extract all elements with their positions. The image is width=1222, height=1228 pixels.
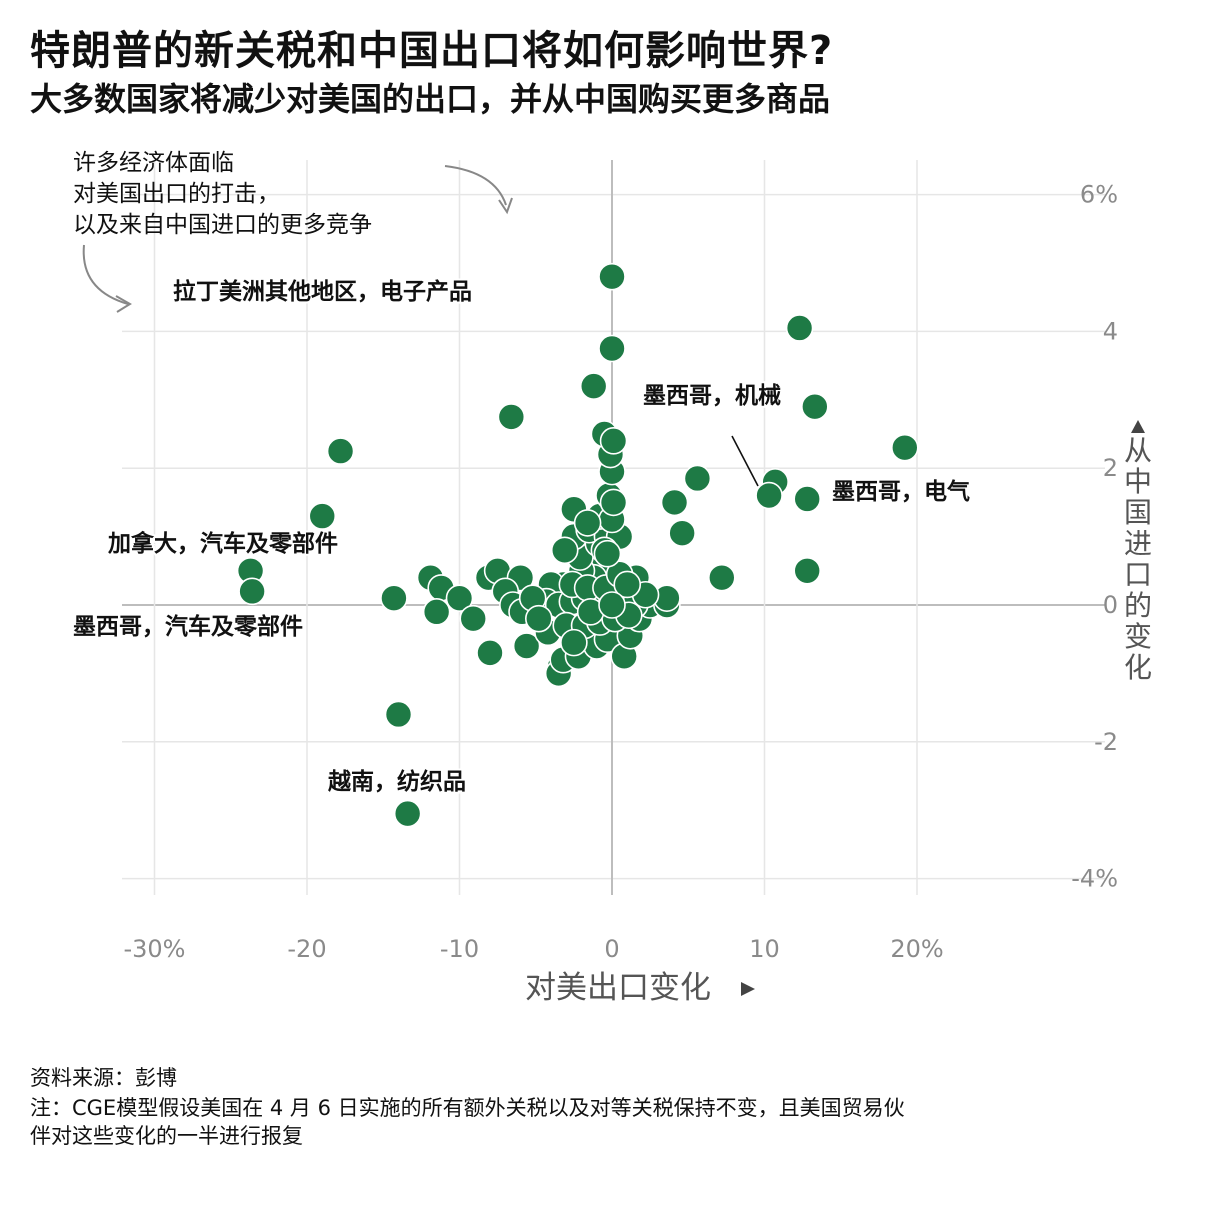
data-point [785,314,814,342]
chart-title: 特朗普的新关税和中国出口将如何影响世界? [30,28,834,74]
data-point [550,536,579,565]
x-axis-title: 对美出口变化 [525,970,711,1006]
data-point [660,488,689,517]
data-point [668,519,696,547]
annotation-arrowhead-icon [115,295,132,313]
data-point [801,392,829,421]
data-point [593,539,622,568]
x-axis-arrow-icon [741,982,755,996]
data-point [683,464,712,493]
x-tick-label: 10 [749,935,780,963]
source-note: 资料来源：彭博 [30,1066,177,1090]
data-point [512,632,541,660]
y-tick-label: 6% [1080,181,1118,209]
annotation-text: 对美国出口的打击， [73,181,280,207]
data-point [308,502,337,530]
data-point [497,403,526,431]
data-point [560,628,588,657]
y-tick-label: 4 [1103,317,1118,345]
data-point [613,570,642,599]
annotation-text: 许多经济体面临 [73,150,234,176]
data-point [573,509,602,537]
data-point [793,485,822,513]
data-point [599,427,628,455]
point-label: 加拿大，汽车及零部件 [107,530,338,557]
data-point [238,577,266,606]
chart-subtitle: 大多数国家将减少对美国的出口，并从中国购买更多商品 [30,80,831,118]
data-point [793,556,822,585]
data-point [890,433,919,462]
data-point [459,604,488,633]
data-point [326,437,355,465]
footnote-line-2: 伴对这些变化的一半进行报复 [30,1124,303,1148]
data-point [599,488,628,517]
data-point [707,563,736,592]
data-point [598,591,626,619]
y-tick-label: 0 [1103,591,1118,619]
data-point [384,700,413,729]
data-point [598,334,626,363]
point-label: 越南，纺织品 [328,768,466,795]
data-point [598,262,626,291]
data-point [755,481,783,510]
annotation-text: 以及来自中国进口的更多竞争 [73,212,372,238]
point-label: 墨西哥，机械 [643,383,781,409]
point-label: 拉丁美洲其他地区，电子产品 [173,278,472,305]
annotation-arrow-right [444,165,507,206]
x-tick-label: -10 [440,935,479,963]
label-leader-line [731,435,759,487]
data-point [579,372,608,400]
footnote-line-1: 注：CGE模型假设美国在 4 月 6 日实施的所有额外关税以及对等关税保持不变，… [30,1096,905,1120]
data-point [445,584,474,612]
point-label: 墨西哥，电气 [832,478,970,505]
y-tick-label: -4% [1071,865,1118,893]
data-point [393,799,422,828]
x-tick-label: -30% [123,935,185,963]
x-tick-label: 0 [604,935,619,963]
x-tick-label: 20% [890,935,943,963]
x-tick-label: -20 [287,935,326,963]
data-point [524,604,553,633]
annotation-arrow-down [82,244,129,305]
y-axis-arrow-icon [1131,420,1145,433]
data-point [476,639,504,667]
point-label: 墨西哥，汽车及零部件 [73,613,303,640]
data-point [380,584,408,612]
y-tick-label: -2 [1094,728,1118,756]
annotation-arrowhead-icon [498,197,513,215]
y-tick-label: 2 [1103,454,1118,482]
data-point [422,598,451,626]
y-axis-title: 从中国进口的变化 [1124,434,1152,684]
